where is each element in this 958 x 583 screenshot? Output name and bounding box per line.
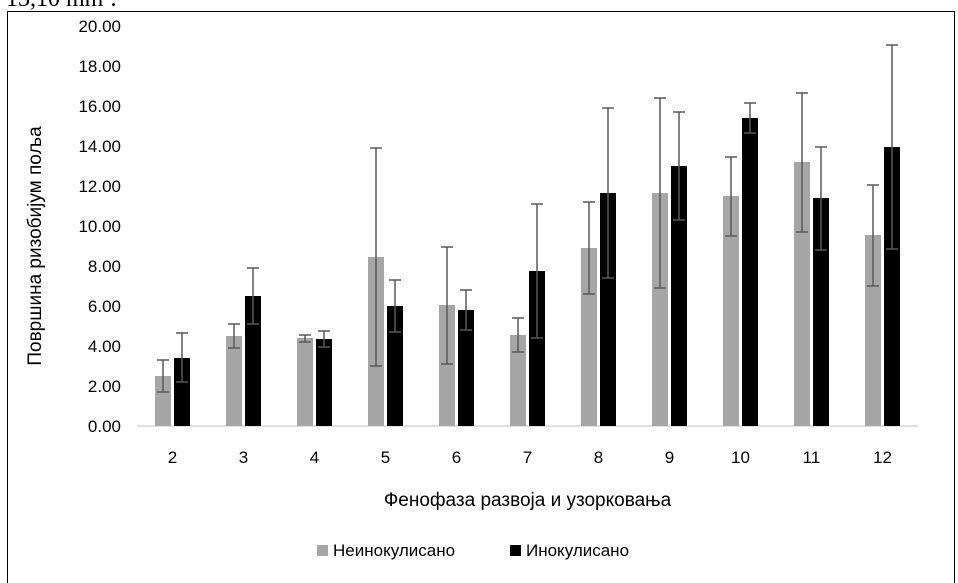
y-tick-label: 10.00 bbox=[78, 217, 121, 236]
x-tick-label: 9 bbox=[665, 448, 674, 467]
y-tick-label: 0.00 bbox=[88, 417, 121, 436]
bar-series-0 bbox=[155, 376, 171, 426]
bar-series-0 bbox=[652, 193, 668, 426]
bar-series-0 bbox=[510, 335, 526, 426]
y-tick-label: 14.00 bbox=[78, 137, 121, 156]
y-axis-title: Површина ризобијум поља bbox=[25, 126, 46, 366]
bar-series-1 bbox=[387, 306, 403, 426]
y-tick-label: 16.00 bbox=[78, 97, 121, 116]
legend-swatch-series-0 bbox=[317, 545, 328, 556]
x-tick-label: 12 bbox=[873, 448, 892, 467]
x-tick-label: 10 bbox=[731, 448, 750, 467]
bar-series-0 bbox=[297, 338, 313, 426]
x-tick-label: 7 bbox=[523, 448, 532, 467]
x-axis-title: Фенофаза развоја и узорковања bbox=[384, 490, 672, 511]
y-tick-label: 4.00 bbox=[88, 337, 121, 356]
y-axis-ticks: 0.00 2.00 4.00 6.00 8.00 10.00 12.00 14.00 16.00… bbox=[78, 17, 121, 436]
bar-series-0 bbox=[865, 235, 881, 426]
bar-series-0 bbox=[723, 196, 739, 426]
legend: Неинокулисано Инокулисано bbox=[317, 541, 629, 560]
x-tick-label: 4 bbox=[310, 448, 319, 467]
legend-label-series-1: Инокулисано bbox=[526, 541, 629, 560]
bar-series-1 bbox=[884, 147, 900, 426]
bars-group bbox=[155, 118, 900, 426]
x-tick-label: 5 bbox=[381, 448, 390, 467]
bar-series-0 bbox=[581, 248, 597, 426]
bar-series-1 bbox=[316, 339, 332, 426]
bar-series-0 bbox=[794, 162, 810, 426]
x-tick-label: 3 bbox=[239, 448, 248, 467]
x-axis-ticks: 2 3 4 5 6 7 8 9 10 11 12 bbox=[168, 448, 892, 467]
error-bars-group bbox=[157, 44, 898, 393]
y-tick-label: 2.00 bbox=[88, 377, 121, 396]
legend-label-series-0: Неинокулисано bbox=[333, 541, 455, 560]
y-tick-label: 20.00 bbox=[78, 17, 121, 36]
bar-series-1 bbox=[671, 166, 687, 426]
bar-series-1 bbox=[174, 358, 190, 426]
x-tick-label: 2 bbox=[168, 448, 177, 467]
bar-series-0 bbox=[439, 305, 455, 426]
bar-series-1 bbox=[529, 271, 545, 426]
bar-series-1 bbox=[600, 193, 616, 426]
bar-series-1 bbox=[742, 118, 758, 426]
bar-series-1 bbox=[245, 296, 261, 426]
y-tick-label: 8.00 bbox=[88, 257, 121, 276]
chart-frame bbox=[7, 11, 955, 583]
x-tick-label: 6 bbox=[452, 448, 461, 467]
x-tick-label: 11 bbox=[803, 448, 821, 467]
y-tick-label: 6.00 bbox=[88, 297, 121, 316]
y-tick-label: 12.00 bbox=[78, 177, 121, 196]
bar-series-0 bbox=[226, 336, 242, 426]
bar-series-1 bbox=[813, 198, 829, 426]
y-tick-label: 18.00 bbox=[78, 57, 121, 76]
page-top-text: 13,10 mm². bbox=[6, 0, 117, 13]
bar-series-1 bbox=[458, 310, 474, 426]
legend-swatch-series-1 bbox=[510, 545, 521, 556]
x-tick-label: 8 bbox=[594, 448, 603, 467]
